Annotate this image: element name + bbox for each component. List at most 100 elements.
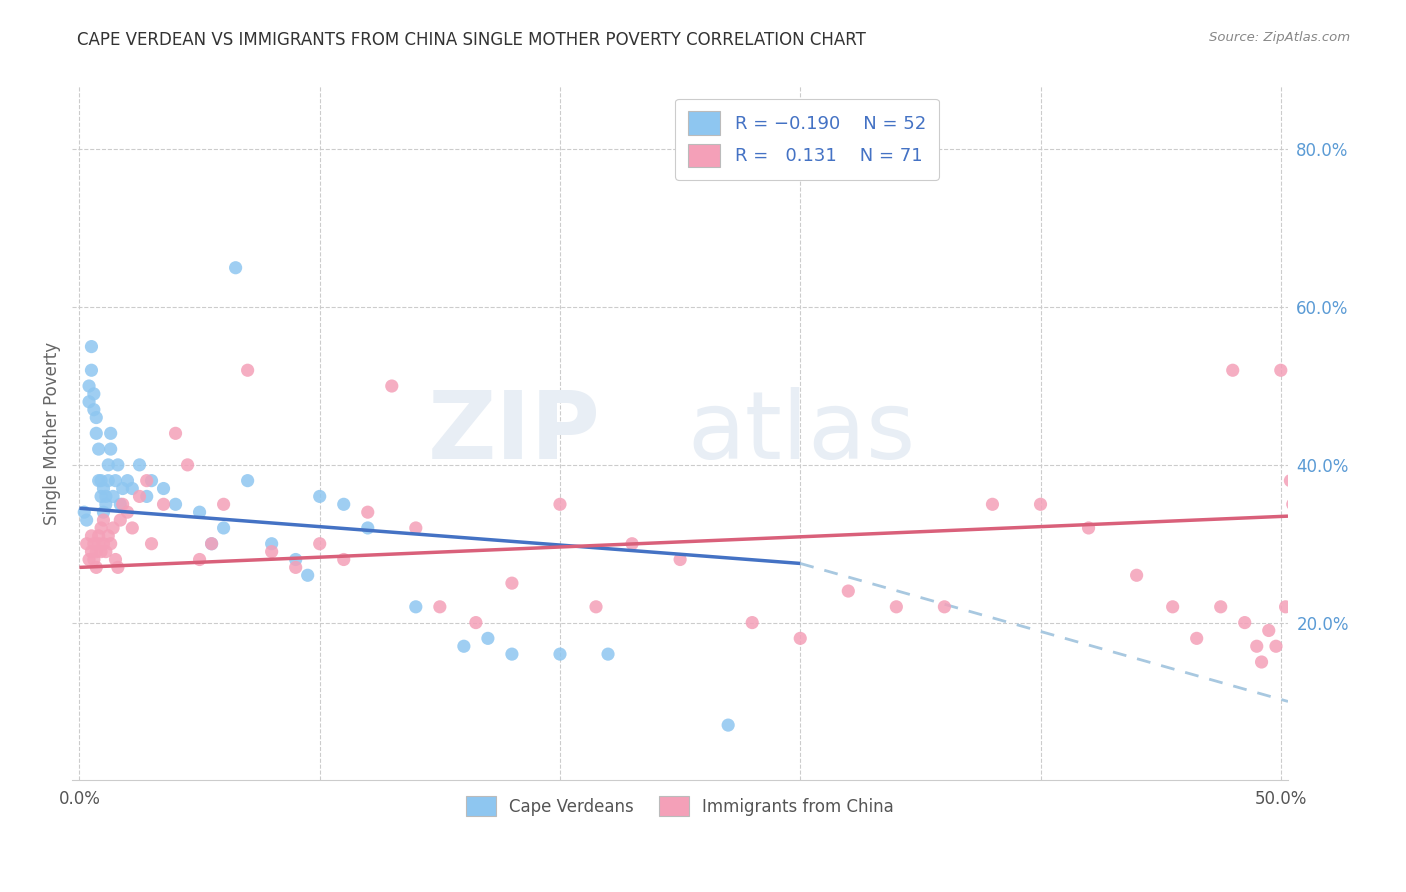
Point — [1161, 599, 1184, 614]
Point — [97, 474, 120, 488]
Point — [548, 647, 571, 661]
Point — [83, 387, 105, 401]
Point — [357, 505, 380, 519]
Point — [548, 497, 571, 511]
Point — [83, 537, 105, 551]
Point — [886, 599, 908, 614]
Point — [80, 340, 103, 354]
Point — [225, 260, 247, 275]
Point — [284, 552, 307, 566]
Point — [188, 552, 211, 566]
Point — [93, 482, 115, 496]
Point — [84, 410, 107, 425]
Point — [87, 442, 110, 456]
Point — [717, 718, 740, 732]
Point — [101, 521, 124, 535]
Point — [165, 426, 187, 441]
Point — [93, 505, 115, 519]
Point — [97, 529, 120, 543]
Point — [128, 490, 150, 504]
Point — [117, 474, 139, 488]
Point — [176, 458, 198, 472]
Point — [90, 544, 112, 558]
Point — [981, 497, 1004, 511]
Point — [1270, 363, 1292, 377]
Point — [501, 647, 523, 661]
Point — [110, 513, 132, 527]
Point — [76, 513, 98, 527]
Point — [128, 458, 150, 472]
Point — [405, 599, 427, 614]
Point — [107, 560, 129, 574]
Point — [1246, 639, 1268, 653]
Point — [1284, 482, 1306, 496]
Point — [1029, 497, 1052, 511]
Point — [87, 474, 110, 488]
Point — [141, 537, 163, 551]
Text: atlas: atlas — [688, 387, 915, 479]
Point — [84, 560, 107, 574]
Point — [141, 474, 163, 488]
Point — [165, 497, 187, 511]
Point — [1125, 568, 1147, 582]
Point — [100, 442, 122, 456]
Point — [117, 505, 139, 519]
Point — [212, 521, 235, 535]
Point — [1279, 474, 1302, 488]
Point — [80, 529, 103, 543]
Point — [1077, 521, 1099, 535]
Point — [297, 568, 319, 582]
Point — [429, 599, 451, 614]
Point — [80, 544, 103, 558]
Point — [100, 426, 122, 441]
Point — [83, 402, 105, 417]
Point — [200, 537, 222, 551]
Legend: Cape Verdeans, Immigrants from China: Cape Verdeans, Immigrants from China — [458, 789, 903, 824]
Point — [104, 474, 127, 488]
Point — [84, 544, 107, 558]
Point — [1185, 632, 1208, 646]
Point — [741, 615, 763, 630]
Point — [284, 560, 307, 574]
Point — [837, 584, 859, 599]
Point — [1257, 624, 1279, 638]
Y-axis label: Single Mother Poverty: Single Mother Poverty — [44, 342, 60, 524]
Text: CAPE VERDEAN VS IMMIGRANTS FROM CHINA SINGLE MOTHER POVERTY CORRELATION CHART: CAPE VERDEAN VS IMMIGRANTS FROM CHINA SI… — [77, 31, 866, 49]
Point — [501, 576, 523, 591]
Point — [77, 394, 100, 409]
Point — [83, 552, 105, 566]
Point — [1281, 497, 1303, 511]
Point — [308, 537, 330, 551]
Point — [77, 379, 100, 393]
Point — [93, 537, 115, 551]
Point — [104, 552, 127, 566]
Point — [200, 537, 222, 551]
Point — [260, 544, 283, 558]
Point — [90, 474, 112, 488]
Point — [236, 363, 259, 377]
Point — [84, 426, 107, 441]
Point — [934, 599, 956, 614]
Point — [101, 490, 124, 504]
Text: Source: ZipAtlas.com: Source: ZipAtlas.com — [1209, 31, 1350, 45]
Point — [135, 490, 157, 504]
Point — [1265, 639, 1288, 653]
Point — [152, 482, 174, 496]
Point — [405, 521, 427, 535]
Point — [596, 647, 619, 661]
Point — [308, 490, 330, 504]
Point — [188, 505, 211, 519]
Point — [107, 458, 129, 472]
Point — [90, 490, 112, 504]
Text: ZIP: ZIP — [429, 387, 602, 479]
Point — [90, 521, 112, 535]
Point — [77, 552, 100, 566]
Point — [121, 521, 143, 535]
Point — [212, 497, 235, 511]
Point — [477, 632, 499, 646]
Point — [152, 497, 174, 511]
Point — [1233, 615, 1256, 630]
Point — [94, 544, 117, 558]
Point — [464, 615, 486, 630]
Point — [585, 599, 607, 614]
